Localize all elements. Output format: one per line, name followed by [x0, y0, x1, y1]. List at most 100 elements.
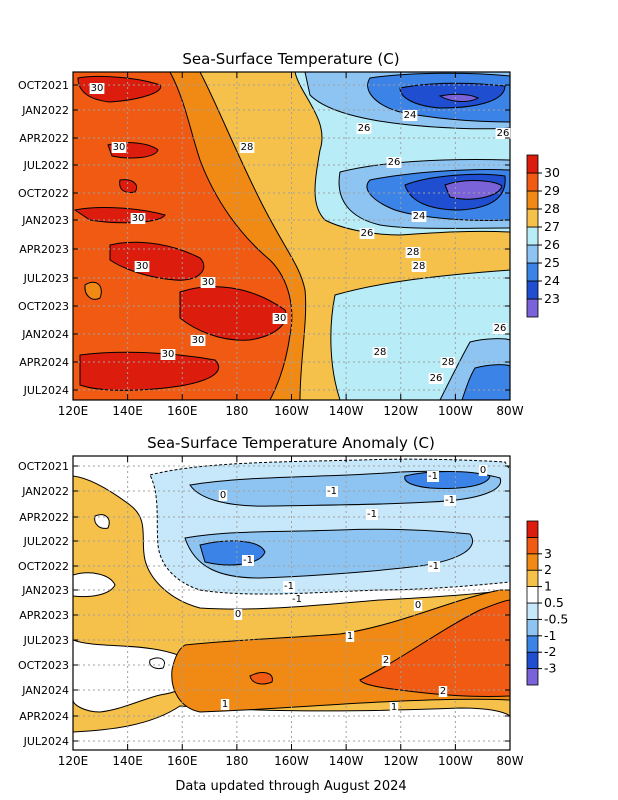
x-tick-label: 140W	[329, 404, 364, 418]
sst-region-below-23	[444, 180, 503, 200]
colorbar-label: -2	[544, 644, 556, 659]
contour-label-bg	[356, 123, 372, 134]
x-tick-label: 180	[225, 754, 248, 768]
ssta-panel: Sea-Surface Temperature Anomaly (C) 0 0 …	[18, 434, 568, 768]
contour-label: 28	[413, 261, 426, 272]
contour-label: -1	[243, 555, 253, 566]
contour-label: -1	[292, 594, 302, 605]
contour-label-bg	[444, 495, 456, 506]
contour-label-bg	[411, 211, 427, 222]
contour-label: 30	[192, 335, 205, 346]
x-tick-label: 80W	[496, 404, 523, 418]
colorbar-swatch	[526, 553, 539, 571]
contour-label-bg	[495, 128, 511, 139]
contour-label: 30	[91, 83, 104, 94]
colorbar-swatch	[526, 172, 539, 192]
contour-label: 0	[235, 609, 241, 620]
x-tick-label: 140W	[329, 754, 364, 768]
x-tick-label: 140E	[112, 404, 143, 418]
colorbar-label: -3	[544, 661, 556, 676]
colorbar-label: 28	[544, 201, 560, 216]
sst-cool-pocket-29	[84, 281, 102, 300]
ssta-region-minus-2	[199, 540, 266, 566]
ssta-region-minus-2	[404, 471, 491, 489]
x-tick-label: 140E	[112, 754, 143, 768]
contour-label-bg	[272, 313, 288, 324]
contour-label: 2	[440, 686, 446, 697]
contour-label: -1	[445, 495, 455, 506]
x-tick-label: 120E	[58, 404, 89, 418]
y-tick-label: JAN2024	[21, 684, 69, 697]
y-tick-label: OCT2022	[18, 187, 69, 200]
contour-label-bg	[218, 490, 228, 501]
ssta-region-neutral	[73, 639, 195, 713]
contour-label-bg	[478, 465, 488, 476]
ssta-contour-labels: 0 0 0 0 -1 -1 -1 -1 -1 -1 -1 -1 1 1 1 2 …	[218, 465, 488, 713]
ssta-region-neutral	[149, 657, 165, 669]
contour-label: 1	[391, 702, 397, 713]
colorbar-swatch	[526, 569, 539, 588]
ssta-region-neutral	[73, 572, 116, 598]
sst-field	[73, 72, 510, 400]
colorbar-swatch	[526, 537, 539, 555]
contour-label: 30	[113, 142, 126, 153]
sst-panel: Sea-Surface Temperature (C)	[18, 50, 560, 418]
colorbar-swatch	[526, 154, 539, 174]
colorbar-label: 26	[544, 237, 560, 252]
colorbar-label: -1	[544, 628, 556, 643]
contour-label-bg	[405, 247, 421, 258]
contour-label-bg	[233, 609, 243, 620]
colorbar-label: 0.5	[544, 595, 564, 610]
sst-contour-labels: 30 30 30 30 30 30 30 30 28 28 28 28 28 2…	[89, 83, 511, 384]
y-tick-label: JAN2022	[21, 104, 69, 117]
ssta-title: Sea-Surface Temperature Anomaly (C)	[147, 434, 435, 452]
contour-label-bg	[89, 83, 105, 94]
colorbar-swatch	[526, 668, 539, 686]
colorbar-label: 30	[544, 165, 560, 180]
y-tick-label: JAN2023	[21, 584, 69, 597]
contour-label: 26	[388, 157, 401, 168]
contour-label: 26	[358, 123, 371, 134]
ssta-colorbar: -3 -2-1 -0.50.51 23	[526, 520, 568, 686]
contour-label: 30	[132, 213, 145, 224]
contour-label-bg	[381, 655, 391, 666]
colorbar-swatch	[526, 190, 539, 210]
contour-label: 24	[404, 110, 417, 121]
y-tick-label: JUL2023	[23, 272, 69, 285]
y-tick-label: JAN2023	[21, 214, 69, 227]
contour-label: 24	[413, 211, 426, 222]
y-tick-label: APR2024	[19, 710, 69, 723]
contour-label-bg	[134, 261, 150, 272]
colorbar-label: 2	[544, 562, 552, 577]
colorbar-swatch	[526, 635, 539, 653]
contour-label: -1	[428, 471, 438, 482]
contour-label-bg	[291, 594, 303, 605]
contour-label: -1	[429, 561, 439, 572]
colorbar-label: 24	[544, 273, 560, 288]
ssta-y-axis: OCT2021 JAN2022 APR2022 JUL2022 OCT2022 JAN20…	[18, 460, 510, 748]
contour-label-bg	[438, 686, 448, 697]
x-tick-label: 120W	[383, 754, 418, 768]
contour-label-bg	[200, 277, 216, 288]
x-tick-label: 160E	[167, 404, 198, 418]
contour-label-bg	[386, 157, 402, 168]
footer-note: Data updated through August 2024	[175, 779, 406, 794]
y-tick-label: OCT2021	[18, 460, 69, 473]
colorbar-label: 23	[544, 291, 560, 306]
contour-label: 28	[241, 142, 254, 153]
y-tick-label: JUL2022	[23, 535, 69, 548]
y-tick-label: JUL2022	[23, 159, 69, 172]
colorbar-label: 29	[544, 183, 560, 198]
contour-label: 26	[497, 128, 510, 139]
contour-label: 1	[222, 699, 228, 710]
contour-label: -1	[367, 509, 377, 520]
y-tick-label: JUL2023	[23, 634, 69, 647]
contour-label: 26	[430, 373, 443, 384]
sst-warm-pool-30	[109, 241, 205, 281]
contour-label: 2	[383, 655, 389, 666]
contour-label: 26	[361, 228, 374, 239]
contour-label: 28	[407, 247, 420, 258]
sst-y-axis: OCT2021 JAN2022 APR2022 JUL2022 OCT2022 JAN20…	[18, 79, 510, 397]
colorbar-swatch	[526, 651, 539, 670]
